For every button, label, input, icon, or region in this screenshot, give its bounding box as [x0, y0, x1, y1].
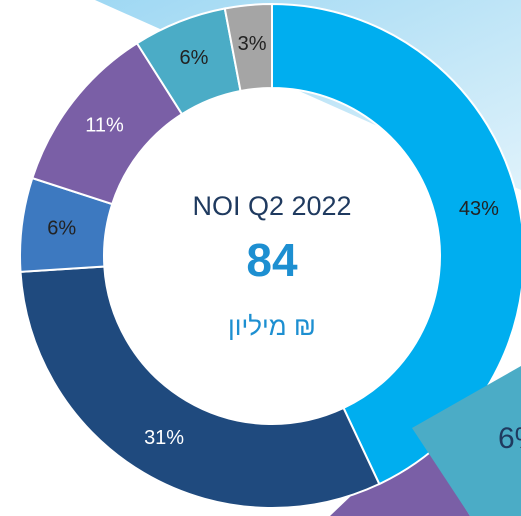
center-value: 84	[246, 234, 298, 286]
segment-label: 6%	[47, 218, 76, 240]
segment-label: 6%	[180, 47, 209, 69]
segment-label: 11%	[85, 114, 124, 136]
donut-segment	[223, 2, 273, 93]
donut-segment	[19, 265, 381, 509]
center-unit: מיליון ₪	[228, 311, 316, 341]
segment-label: 43%	[459, 198, 499, 220]
donut-segment	[271, 2, 521, 486]
partial-label: 6%	[498, 422, 521, 455]
segment-label: 31%	[144, 427, 184, 449]
segment-label: 3%	[238, 33, 267, 55]
center-title: NOI Q2 2022	[192, 191, 351, 221]
partial-segment	[412, 366, 521, 516]
